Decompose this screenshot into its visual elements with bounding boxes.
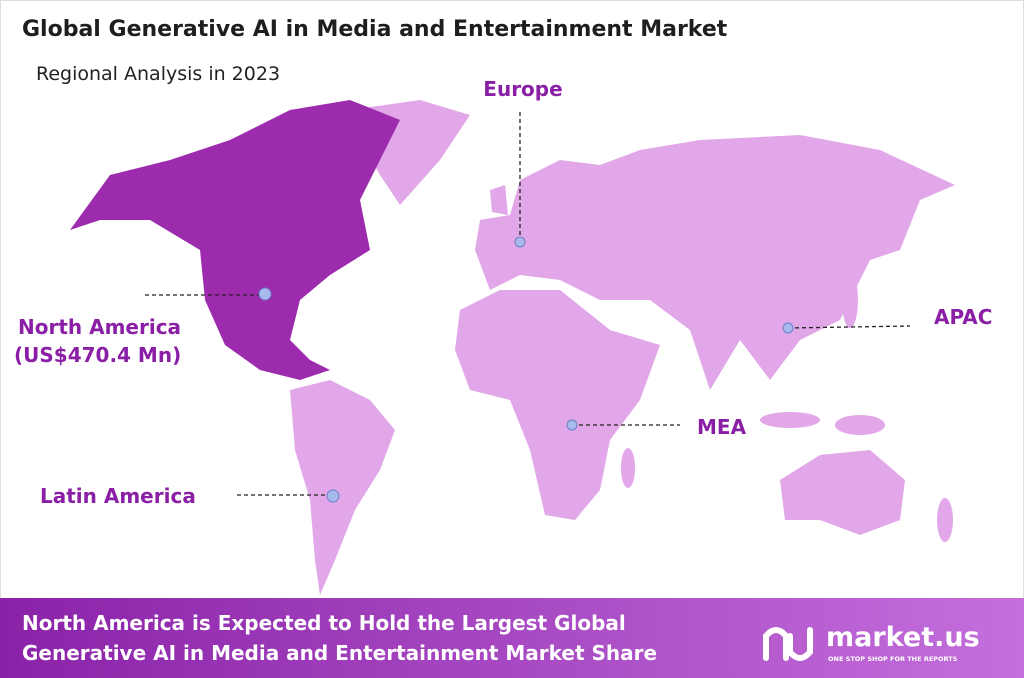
logo-mark	[763, 627, 813, 661]
japan	[842, 272, 858, 328]
marker	[566, 419, 578, 431]
uk	[490, 185, 508, 215]
logo-tagline: ONE STOP SHOP FOR THE REPORTS	[828, 655, 958, 663]
region-label: APAC	[934, 305, 992, 329]
marker	[258, 287, 272, 301]
region-label: Latin America	[40, 484, 196, 508]
australia	[780, 450, 905, 535]
south-america	[290, 380, 395, 595]
indonesia	[760, 412, 820, 428]
logo: market.us ONE STOP SHOP FOR THE REPORTS	[763, 622, 980, 663]
north-america	[70, 100, 400, 380]
footer-band	[0, 598, 1024, 678]
region-label: North America	[18, 315, 181, 339]
region-value: (US$470.4 Mn)	[14, 343, 181, 367]
madagascar	[621, 448, 635, 488]
subtitle: Regional Analysis in 2023	[36, 63, 280, 85]
title: Global Generative AI in Media and Entert…	[22, 17, 728, 42]
marker	[326, 489, 340, 503]
footer-line: Generative AI in Media and Entertainment…	[22, 641, 657, 665]
footer-line: North America is Expected to Hold the La…	[22, 611, 626, 635]
marker	[782, 322, 794, 334]
world-map	[70, 100, 955, 595]
leader-line	[787, 325, 911, 329]
africa	[455, 290, 660, 520]
logo-name: market.us	[826, 622, 980, 653]
new-guinea	[835, 415, 885, 435]
callouts: Europe North America (US$470.4 Mn) APAC …	[14, 77, 992, 508]
region-label: MEA	[697, 415, 747, 439]
new-zealand	[937, 498, 953, 542]
marker	[514, 236, 526, 248]
eurasia	[475, 135, 955, 390]
region-label: Europe	[483, 77, 562, 101]
